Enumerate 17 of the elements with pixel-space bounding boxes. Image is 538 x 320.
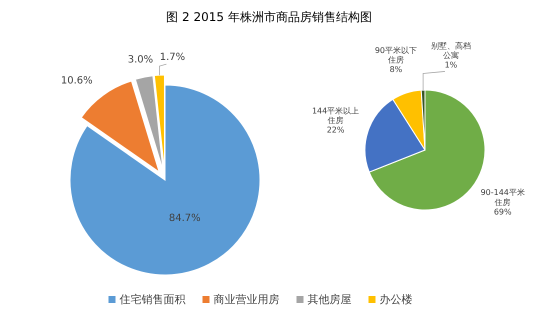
slice-label: 90平米以下住房: [374, 46, 418, 65]
data-label: 8%: [390, 65, 403, 74]
chart-title: 图 2 2015 年株洲市商品房销售结构图: [166, 10, 372, 24]
data-label: 10.6%: [60, 75, 93, 86]
legend-label: 商业营业用房: [214, 293, 280, 306]
legend-label: 其他房屋: [308, 293, 352, 306]
data-label: 84.7%: [168, 212, 201, 224]
legend-label: 办公楼: [380, 293, 412, 306]
slice-label: 90-144平米住房: [480, 188, 525, 208]
data-label: 1%: [444, 60, 458, 70]
data-label: 69%: [494, 208, 512, 217]
data-label: 1.7%: [160, 52, 186, 63]
slice-label: 别墅、高档公寓: [430, 42, 471, 60]
data-label: 22%: [326, 126, 345, 135]
data-label: 3.0%: [128, 54, 154, 66]
legend-label: 住宅销售面积: [120, 293, 186, 306]
slice-label: 144平米以上住房: [312, 106, 360, 126]
